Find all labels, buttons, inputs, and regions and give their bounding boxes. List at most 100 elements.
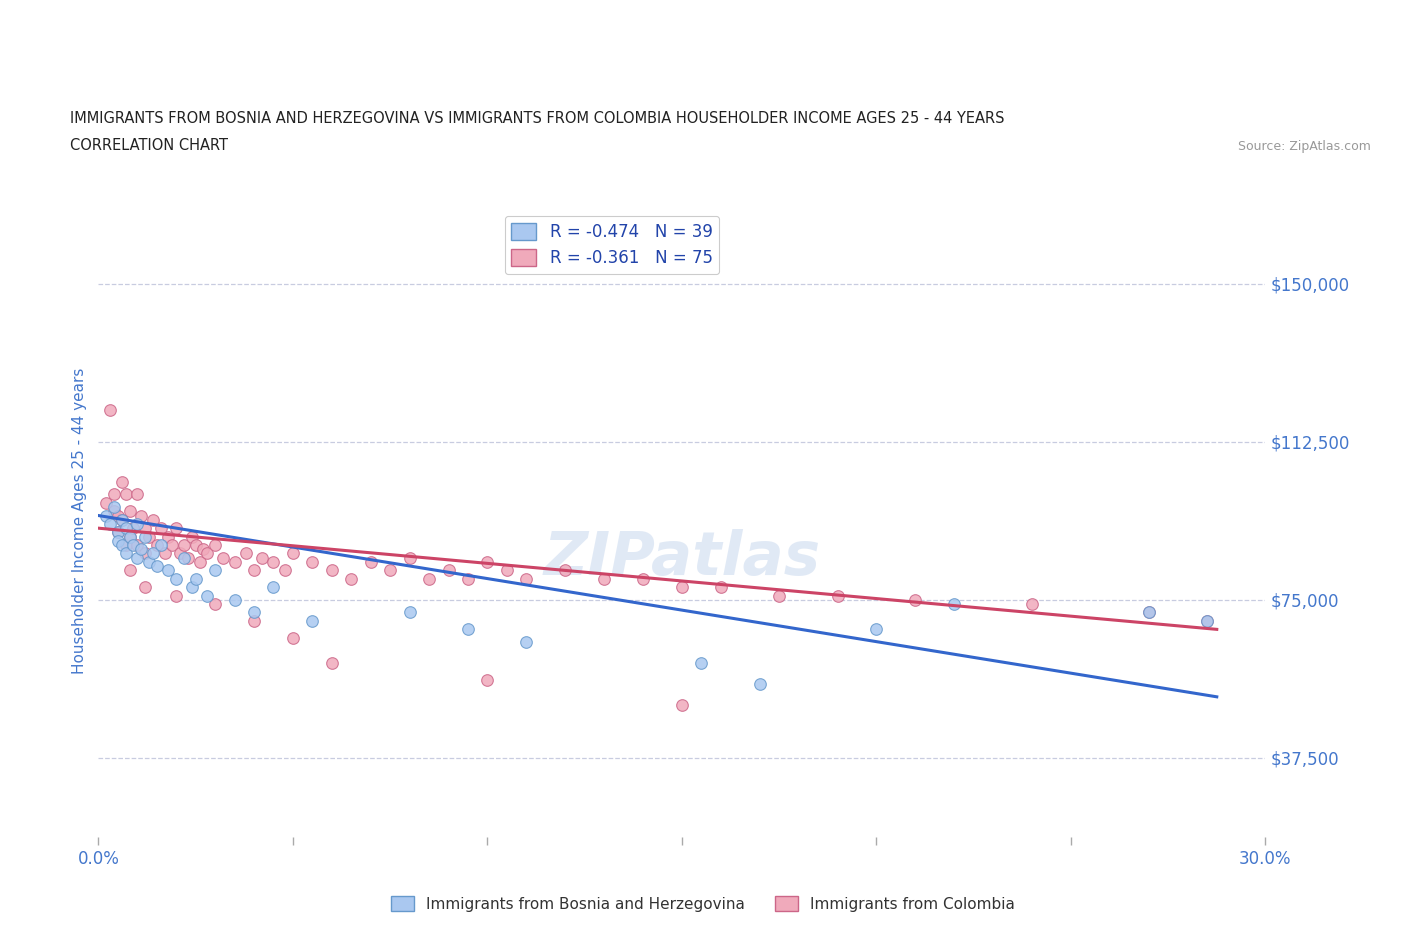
Point <box>114 546 136 561</box>
Point <box>515 634 537 649</box>
Point <box>96 508 118 523</box>
Point <box>495 563 517 578</box>
Point <box>1195 614 1218 629</box>
Point <box>146 538 169 552</box>
Point <box>262 554 284 569</box>
Point <box>134 546 156 561</box>
Point <box>111 512 134 527</box>
Point <box>301 614 323 629</box>
Point <box>129 542 152 557</box>
Point <box>118 563 141 578</box>
Point <box>477 554 499 569</box>
Point <box>274 563 297 578</box>
Point <box>107 508 129 523</box>
Point <box>173 551 195 565</box>
Point <box>122 521 145 536</box>
Point <box>114 521 136 536</box>
Point <box>107 525 129 539</box>
Point <box>768 588 790 603</box>
Point <box>195 546 218 561</box>
Point <box>378 563 402 578</box>
Point <box>340 571 363 586</box>
Point <box>398 605 420 620</box>
Point <box>262 579 284 594</box>
Point <box>204 563 226 578</box>
Point <box>103 487 125 502</box>
Point <box>671 698 693 712</box>
Point <box>127 487 149 502</box>
Point <box>111 474 134 489</box>
Point <box>690 656 713 671</box>
Point <box>301 554 323 569</box>
Point <box>107 525 129 539</box>
Point <box>1137 605 1160 620</box>
Point <box>224 592 246 607</box>
Point <box>477 672 499 687</box>
Point <box>904 592 927 607</box>
Text: CORRELATION CHART: CORRELATION CHART <box>70 139 228 153</box>
Point <box>250 551 273 565</box>
Point <box>515 571 537 586</box>
Point <box>127 538 149 552</box>
Point <box>188 554 211 569</box>
Point <box>111 538 134 552</box>
Point <box>118 529 141 544</box>
Point <box>748 677 770 692</box>
Point <box>142 546 165 561</box>
Point <box>398 551 420 565</box>
Point <box>184 538 207 552</box>
Point <box>631 571 654 586</box>
Point <box>149 538 172 552</box>
Text: Source: ZipAtlas.com: Source: ZipAtlas.com <box>1237 140 1371 153</box>
Point <box>103 504 125 519</box>
Point <box>671 579 693 594</box>
Point <box>457 571 479 586</box>
Point <box>134 521 156 536</box>
Point <box>142 512 165 527</box>
Point <box>243 563 266 578</box>
Point <box>418 571 440 586</box>
Point <box>180 529 202 544</box>
Point <box>103 499 125 514</box>
Point <box>457 622 479 637</box>
Point <box>177 551 200 565</box>
Point <box>184 571 207 586</box>
Legend: Immigrants from Bosnia and Herzegovina, Immigrants from Colombia: Immigrants from Bosnia and Herzegovina, … <box>385 889 1021 918</box>
Y-axis label: Householder Income Ages 25 - 44 years: Householder Income Ages 25 - 44 years <box>72 367 87 674</box>
Point <box>169 546 191 561</box>
Point <box>321 563 343 578</box>
Point <box>180 579 202 594</box>
Point <box>134 579 156 594</box>
Point <box>195 588 218 603</box>
Point <box>193 542 215 557</box>
Point <box>165 588 187 603</box>
Point <box>118 504 141 519</box>
Point <box>865 622 887 637</box>
Point <box>1021 597 1043 612</box>
Point <box>138 554 160 569</box>
Point <box>157 529 180 544</box>
Text: ZIPatlas: ZIPatlas <box>543 529 821 589</box>
Point <box>134 529 156 544</box>
Point <box>157 563 180 578</box>
Point <box>243 614 266 629</box>
Point <box>118 529 141 544</box>
Point <box>138 529 160 544</box>
Point <box>321 656 343 671</box>
Point <box>146 559 169 574</box>
Point <box>204 597 226 612</box>
Point <box>243 605 266 620</box>
Point <box>127 551 149 565</box>
Point <box>1137 605 1160 620</box>
Legend: R = -0.474   N = 39, R = -0.361   N = 75: R = -0.474 N = 39, R = -0.361 N = 75 <box>505 216 720 274</box>
Point <box>127 516 149 531</box>
Point <box>122 538 145 552</box>
Point <box>162 538 184 552</box>
Point <box>827 588 849 603</box>
Point <box>554 563 576 578</box>
Point <box>212 551 235 565</box>
Point <box>165 521 187 536</box>
Point <box>96 496 118 511</box>
Point <box>593 571 616 586</box>
Point <box>710 579 733 594</box>
